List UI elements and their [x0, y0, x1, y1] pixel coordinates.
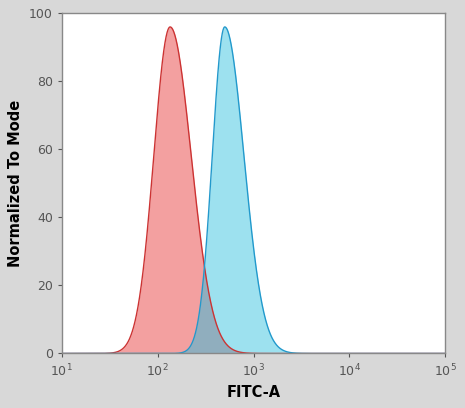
X-axis label: FITC-A: FITC-A [226, 385, 280, 400]
Y-axis label: Normalized To Mode: Normalized To Mode [8, 100, 23, 267]
